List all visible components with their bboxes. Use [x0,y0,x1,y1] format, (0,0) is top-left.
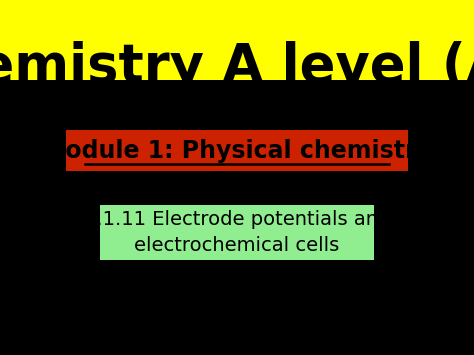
Text: 3.1.11 Electrode potentials and
electrochemical cells: 3.1.11 Electrode potentials and electroc… [84,210,390,255]
FancyBboxPatch shape [0,0,474,80]
FancyBboxPatch shape [66,130,408,171]
FancyBboxPatch shape [100,205,374,260]
Text: hemistry A level (AQ: hemistry A level (AQ [0,42,474,93]
Text: Module 1: Physical chemistry: Module 1: Physical chemistry [42,139,432,163]
